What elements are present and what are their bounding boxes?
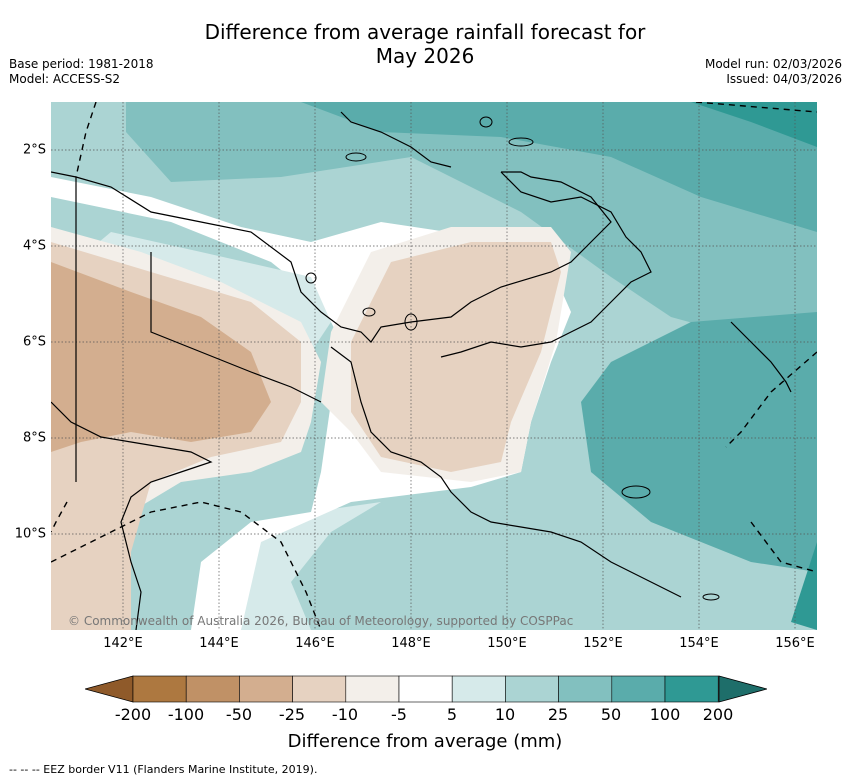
run-issue-info: Model run: 02/03/2026 Issued: 04/03/2026 bbox=[705, 57, 842, 87]
colorbar-segment bbox=[664, 675, 719, 703]
lon-label-146e: 146°E bbox=[295, 636, 335, 651]
colorbar-tick: -100 bbox=[167, 705, 205, 724]
lon-label-152e: 152°E bbox=[583, 636, 623, 651]
lat-label-10s: 10°S bbox=[14, 526, 46, 542]
graticule bbox=[51, 102, 817, 630]
colorbar-segments bbox=[132, 675, 719, 703]
colorbar-tick: 200 bbox=[702, 705, 734, 724]
band-50-100-north bbox=[301, 102, 817, 232]
eez-border bbox=[51, 102, 817, 630]
model-name: Model: ACCESS-S2 bbox=[9, 72, 121, 86]
colorbar-left-extension bbox=[85, 675, 134, 703]
colorbar-tick: 100 bbox=[649, 705, 681, 724]
colorbar-segment bbox=[505, 675, 559, 703]
colorbar-tick: 10 bbox=[494, 705, 516, 724]
base-period: Base period: 1981-2018 bbox=[9, 57, 154, 71]
colorbar-tick: -200 bbox=[114, 705, 152, 724]
coastline bbox=[51, 111, 792, 630]
base-model-info: Base period: 1981-2018 Model: ACCESS-S2 bbox=[9, 57, 154, 87]
model-run-date: Model run: 02/03/2026 bbox=[704, 57, 842, 71]
colorbar-tick: 50 bbox=[600, 705, 622, 724]
colorbar-tick: -10 bbox=[331, 705, 359, 724]
colorbar-segment bbox=[345, 675, 400, 703]
band-100-200-east bbox=[791, 542, 817, 630]
map-canvas bbox=[51, 102, 817, 630]
lat-label-2s: 2°S bbox=[22, 142, 46, 158]
title-line-2: May 2026 bbox=[375, 44, 475, 68]
lat-label-6s: 6°S bbox=[22, 334, 46, 350]
colorbar-segment bbox=[239, 675, 293, 703]
colorbar-segment bbox=[398, 675, 453, 703]
colorbar-tick: -5 bbox=[391, 705, 407, 724]
colorbar-segment bbox=[292, 675, 347, 703]
lon-label-144e: 144°E bbox=[199, 636, 239, 651]
lon-label-156e: 156°E bbox=[775, 636, 815, 651]
eez-legend: -- -- -- EEZ border V11 (Flanders Marine… bbox=[9, 763, 318, 776]
colorbar-segment bbox=[611, 675, 666, 703]
lat-label-4s: 4°S bbox=[22, 238, 46, 254]
copyright-notice: © Commonwealth of Australia 2026, Bureau… bbox=[68, 614, 574, 628]
colorbar-segment bbox=[132, 675, 187, 703]
title-line-1: Difference from average rainfall forecas… bbox=[204, 20, 646, 44]
colorbar-segment bbox=[558, 675, 613, 703]
lon-label-148e: 148°E bbox=[391, 636, 431, 651]
colorbar-tick: -25 bbox=[278, 705, 306, 724]
band-10-25-south bbox=[241, 497, 691, 630]
lon-label-142e: 142°E bbox=[103, 636, 143, 651]
colorbar-segment bbox=[185, 675, 240, 703]
band-minus50-minus25-west bbox=[51, 262, 271, 452]
lon-label-150e: 150°E bbox=[487, 636, 527, 651]
colorbar-tick: -50 bbox=[225, 705, 253, 724]
band-100-200-north bbox=[691, 102, 817, 147]
colorbar-segment bbox=[451, 675, 506, 703]
colorbar-label: Difference from average (mm) bbox=[287, 731, 563, 752]
colorbar-tick: 25 bbox=[547, 705, 569, 724]
lon-label-154e: 154°E bbox=[679, 636, 719, 651]
issued-date: Issued: 04/03/2026 bbox=[726, 72, 842, 86]
colorbar-right-extension bbox=[718, 675, 767, 703]
colorbar bbox=[85, 675, 767, 703]
rainfall-map bbox=[51, 102, 817, 630]
map-title: Difference from average rainfall forecas… bbox=[0, 20, 850, 68]
colorbar-tick: 5 bbox=[446, 705, 458, 724]
lat-label-8s: 8°S bbox=[22, 430, 46, 446]
band-minus25-minus10-central bbox=[351, 242, 561, 472]
islands bbox=[305, 116, 720, 601]
